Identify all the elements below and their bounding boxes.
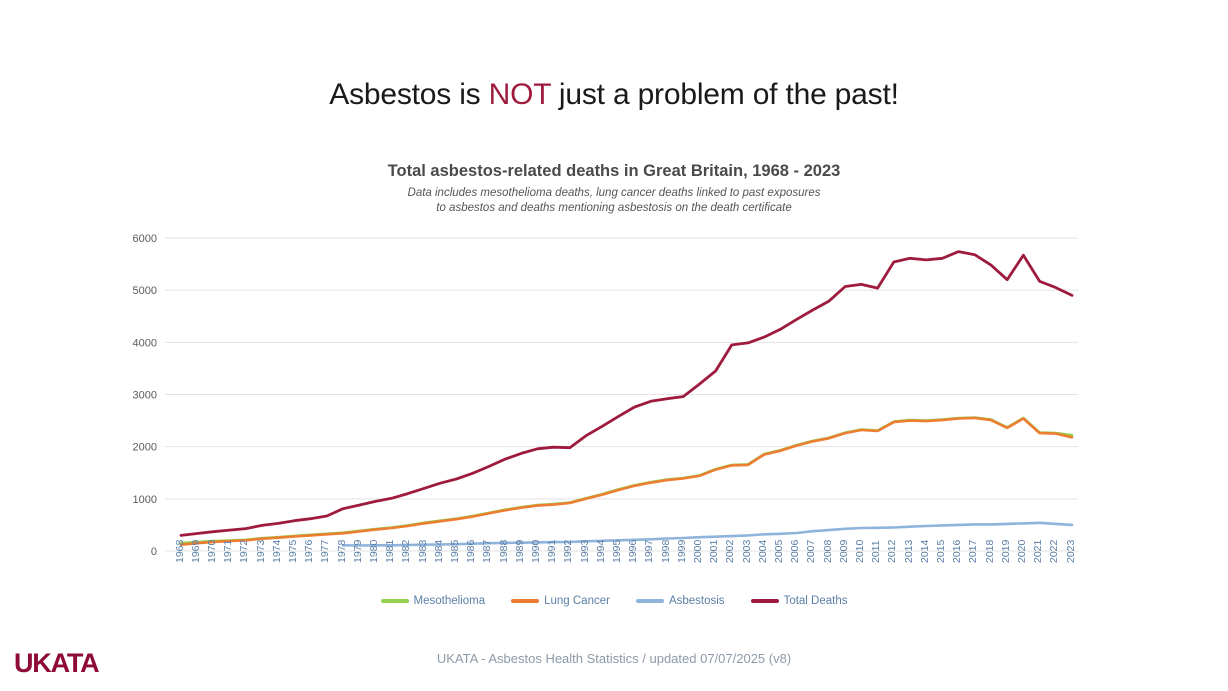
x-axis-tick-label: 2011: [870, 540, 883, 563]
x-axis-tick-label: 1976: [303, 539, 316, 563]
legend-item-lung-cancer[interactable]: Lung Cancer: [511, 595, 610, 607]
x-axis-tick-label: 1983: [416, 539, 429, 563]
legend-swatch-icon: [750, 599, 779, 603]
x-axis-tick-label: 1979: [351, 539, 364, 563]
x-axis-tick-label: 1982: [400, 539, 413, 563]
x-axis-tick-label: 1972: [238, 539, 251, 563]
x-axis-tick-label: 2001: [708, 539, 721, 563]
x-axis-tick-label: 1992: [562, 539, 575, 563]
x-axis-tick-label: 1975: [286, 539, 299, 563]
series-line-mesothelioma: [179, 416, 1074, 545]
x-axis-tick-label: 1977: [319, 539, 332, 563]
y-axis-tick-label: 2000: [133, 442, 157, 454]
x-axis-tick-label: 2019: [999, 539, 1012, 563]
x-axis-tick-label: 1968: [173, 539, 186, 563]
ukata-logo: UKATA: [14, 648, 100, 678]
x-axis-tick-label: 2004: [756, 539, 769, 563]
y-axis-tick-label: 0: [151, 546, 157, 558]
x-axis-tick-label: 1993: [578, 539, 591, 563]
x-axis-tick-label: 1989: [513, 539, 526, 563]
chart-y-axis-labels: 0 1000 2000 3000 4000 5000 6000: [133, 233, 157, 558]
chart-subtitle: Data includes mesothelioma deaths, lung …: [0, 186, 1228, 216]
legend-label: Asbestosis: [668, 595, 725, 607]
y-axis-tick-label: 4000: [133, 337, 157, 349]
series-line-asbestosis: [341, 521, 1074, 547]
x-axis-tick-label: 1988: [497, 539, 510, 563]
legend-swatch-icon: [380, 599, 409, 603]
x-axis-tick-label: 2022: [1048, 539, 1061, 563]
legend-label: Total Deaths: [783, 595, 848, 607]
series-line-total-deaths: [179, 250, 1074, 537]
chart-series-group: [179, 250, 1074, 547]
x-axis-tick-label: 2023: [1064, 539, 1077, 563]
x-axis-tick-label: 1991: [546, 539, 559, 563]
x-axis-tick-label: 2006: [789, 539, 802, 563]
y-axis-tick-label: 5000: [133, 285, 157, 297]
x-axis-tick-label: 2000: [691, 539, 704, 563]
x-axis-tick-label: 1994: [594, 539, 607, 563]
page-title-prefix: Asbestos is: [329, 78, 489, 111]
chart-subtitle-line-2: to asbestos and deaths mentioning asbest…: [436, 202, 792, 214]
x-axis-tick-label: 1990: [529, 539, 542, 563]
x-axis-tick-label: 1981: [384, 539, 397, 563]
line-chart-svg: 0 1000 2000 3000 4000 5000 6000: [133, 233, 1078, 558]
x-axis-tick-label: 1984: [432, 539, 445, 563]
chart-legend: Mesothelioma Lung Cancer Asbestosis Total D…: [0, 595, 1228, 607]
chart-title: Total asbestos-related deaths in Great B…: [387, 162, 841, 180]
chart-subtitle-line-1: Data includes mesothelioma deaths, lung …: [407, 187, 821, 199]
x-axis-tick-label: 2012: [886, 539, 899, 563]
x-axis-tick-label: 1997: [643, 539, 656, 563]
x-axis-tick-label: 1985: [448, 539, 461, 563]
x-axis-tick-label: 1978: [335, 539, 348, 563]
x-axis-tick-label: 1996: [627, 539, 640, 563]
x-axis-tick-label: 1986: [465, 539, 478, 563]
x-axis-tick-label: 2014: [918, 539, 931, 563]
y-axis-tick-label: 1000: [133, 494, 157, 506]
x-axis-tick-label: 2002: [724, 539, 737, 563]
chart-x-axis-labels: 1968 1969 1970 1971 1972 1973 1974 1975 1976 1977…: [0, 540, 1228, 597]
x-axis-tick-label: 2010: [853, 539, 866, 563]
x-axis-tick-label: 1987: [481, 539, 494, 563]
x-axis-tick-label: 2013: [902, 539, 915, 563]
x-axis-tick-label: 1971: [222, 539, 235, 563]
x-axis-tick-label: 1999: [675, 539, 688, 563]
series-line-lung-cancer: [179, 416, 1074, 547]
y-axis-tick-label: 3000: [133, 390, 157, 402]
x-axis-tick-label: 2021: [1032, 539, 1045, 563]
x-axis-tick-label: 1969: [189, 539, 202, 563]
x-axis-tick-label: 2020: [1015, 539, 1028, 563]
x-axis-tick-label: 1998: [659, 539, 672, 563]
legend-label: Lung Cancer: [544, 595, 610, 607]
x-axis-tick-label: 1995: [610, 539, 623, 563]
x-axis-tick-label: 2016: [951, 539, 964, 563]
legend-label: Mesothelioma: [413, 595, 486, 607]
x-axis-tick-label: 2008: [821, 539, 834, 563]
x-axis-tick-label: 1974: [270, 539, 283, 563]
page-title-accent: NOT: [488, 78, 551, 111]
x-axis-tick-label: 2009: [837, 539, 850, 563]
chart-plot-area: 0 1000 2000 3000 4000 5000 6000: [0, 232, 1228, 562]
x-axis-tick-label: 2007: [805, 539, 818, 563]
chart-header: Total asbestos-related deaths in Great B…: [0, 160, 1228, 216]
x-axis-tick-label: 1973: [254, 539, 267, 563]
x-axis-tick-label: 2015: [934, 539, 947, 563]
chart-gridlines: [165, 237, 1078, 552]
legend-item-mesothelioma[interactable]: Mesothelioma: [380, 595, 486, 607]
legend-swatch-icon: [635, 599, 664, 603]
x-axis-tick-label: 2005: [772, 539, 785, 563]
y-axis-tick-label: 6000: [133, 233, 157, 245]
legend-item-asbestosis[interactable]: Asbestosis: [635, 595, 725, 607]
x-axis-tick-label: 2017: [967, 539, 980, 563]
legend-swatch-icon: [511, 599, 540, 603]
page-title-suffix: just a problem of the past!: [550, 78, 899, 111]
x-axis-tick-label: 2018: [983, 539, 996, 563]
legend-item-total-deaths[interactable]: Total Deaths: [750, 595, 848, 607]
page-title: Asbestos is NOT just a problem of the pa…: [0, 78, 1228, 112]
x-axis-tick-label: 1970: [205, 539, 218, 563]
footer-source-note: UKATA - Asbestos Health Statistics / upd…: [436, 651, 792, 666]
x-axis-tick-label: 1980: [367, 539, 380, 563]
x-axis-tick-label: 2003: [740, 539, 753, 563]
